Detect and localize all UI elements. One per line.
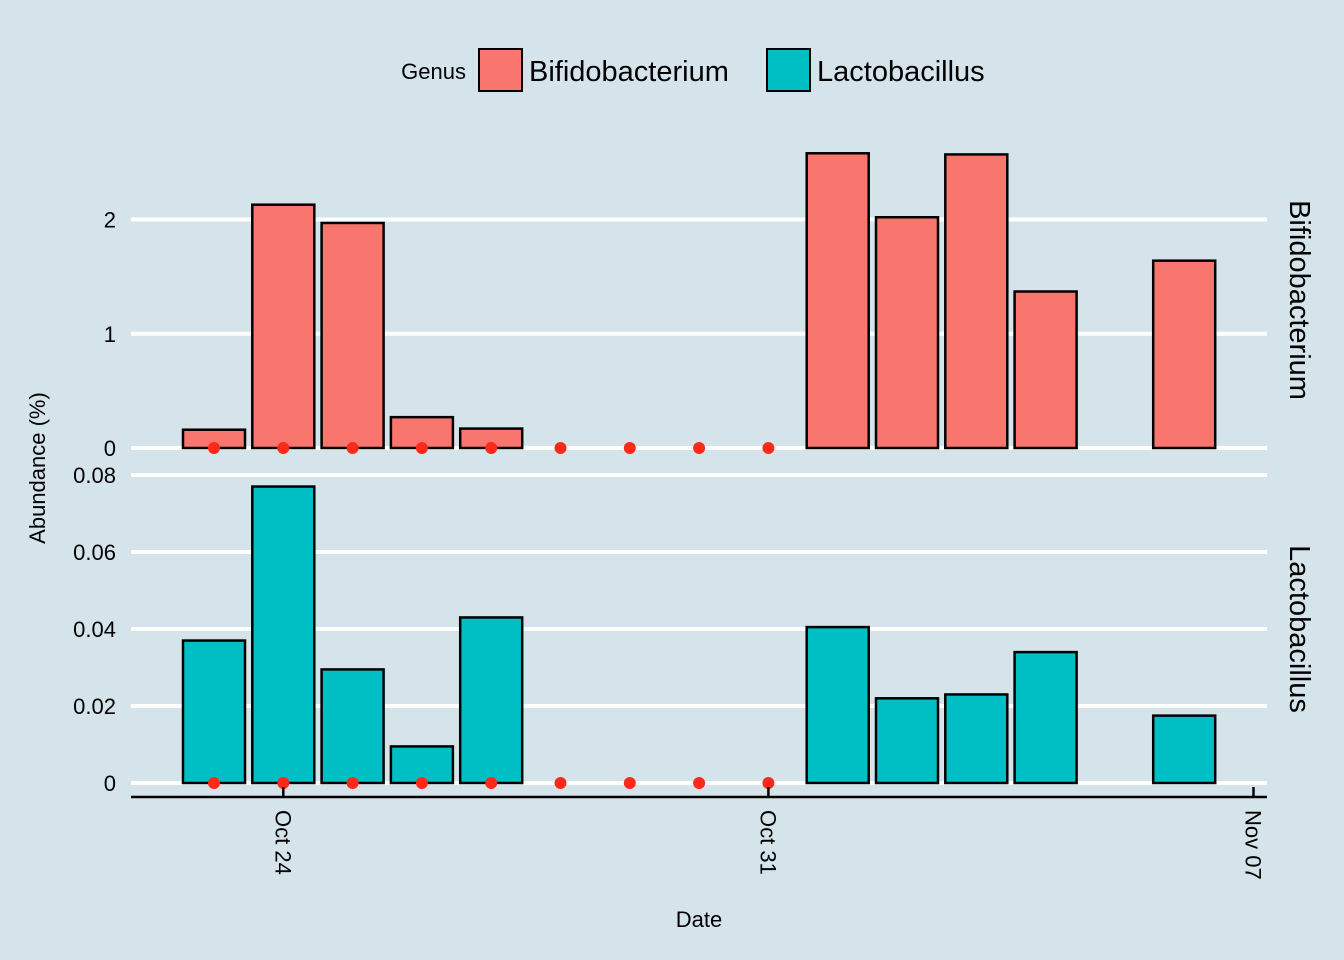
zero-marker xyxy=(762,442,775,454)
bar-lactobacillus xyxy=(389,745,455,785)
bar-lactobacillus xyxy=(458,616,524,785)
zero-marker xyxy=(554,777,567,789)
bar-lactobacillus xyxy=(1013,650,1078,785)
y-tick-label: 0.06 xyxy=(73,540,116,565)
bar-lactobacillus xyxy=(251,485,316,785)
x-tick-label: Nov 07 xyxy=(1241,810,1266,880)
y-tick-label: 2 xyxy=(104,208,116,233)
zero-marker xyxy=(346,777,359,789)
x-axis-title: Date xyxy=(676,907,722,932)
bar-lactobacillus xyxy=(805,625,870,785)
bar-bifidobacterium xyxy=(1013,290,1078,450)
zero-marker xyxy=(693,777,706,789)
bar-bifidobacterium xyxy=(251,203,316,450)
bar-lactobacillus xyxy=(1151,714,1217,785)
bar-lactobacillus xyxy=(181,639,247,785)
y-tick-label: 0 xyxy=(104,436,116,461)
y-axis-title: Abundance (%) xyxy=(25,392,50,544)
bar-bifidobacterium xyxy=(320,221,385,450)
x-tick-label: Oct 24 xyxy=(270,810,295,875)
bar-bifidobacterium xyxy=(874,216,940,450)
strip-label-lactobacillus: Lactobacillus xyxy=(1283,545,1315,713)
zero-marker xyxy=(277,442,290,454)
y-tick-label: 0.02 xyxy=(73,694,116,719)
legend-swatch-bifidobacterium xyxy=(478,48,523,92)
zero-marker xyxy=(693,442,706,454)
y-tick-label: 0.08 xyxy=(73,463,116,488)
x-tick-label: Oct 31 xyxy=(755,810,780,875)
y-tick-label: 1 xyxy=(104,322,116,347)
zero-marker xyxy=(623,442,636,454)
x-axis: Oct 24 Oct 31 Nov 07 xyxy=(131,787,1267,880)
zero-marker xyxy=(415,442,428,454)
zero-marker xyxy=(277,777,290,789)
bar-bifidobacterium xyxy=(1151,259,1217,450)
legend-title: Genus xyxy=(401,59,466,84)
zero-marker xyxy=(623,777,636,789)
legend-label-lactobacillus: Lactobacillus xyxy=(817,56,985,88)
panel-bifidobacterium: 0 1 2 Bifidobacterium xyxy=(104,152,1315,461)
zero-marker xyxy=(554,442,567,454)
y-tick-label: 0 xyxy=(104,771,116,796)
panel-lactobacillus: 0 0.02 0.04 0.06 0.08 Lactobacillus xyxy=(73,463,1315,796)
zero-marker xyxy=(346,442,359,454)
bar-lactobacillus xyxy=(320,668,385,785)
zero-marker xyxy=(485,777,498,789)
bar-lactobacillus xyxy=(874,697,940,785)
legend-label-bifidobacterium: Bifidobacterium xyxy=(529,56,729,88)
zero-marker xyxy=(208,442,220,454)
zero-marker xyxy=(415,777,428,789)
zero-marker xyxy=(208,777,220,789)
legend: Genus Bifidobacterium Lactobacillus xyxy=(401,48,985,92)
zero-marker xyxy=(762,777,775,789)
y-tick-label: 0.04 xyxy=(73,617,116,642)
strip-label-bifidobacterium: Bifidobacterium xyxy=(1283,200,1315,400)
bar-bifidobacterium xyxy=(805,152,870,450)
legend-swatch-lactobacillus xyxy=(766,48,811,92)
bar-lactobacillus xyxy=(944,693,1009,785)
bar-bifidobacterium xyxy=(944,153,1009,450)
zero-marker xyxy=(485,442,498,454)
